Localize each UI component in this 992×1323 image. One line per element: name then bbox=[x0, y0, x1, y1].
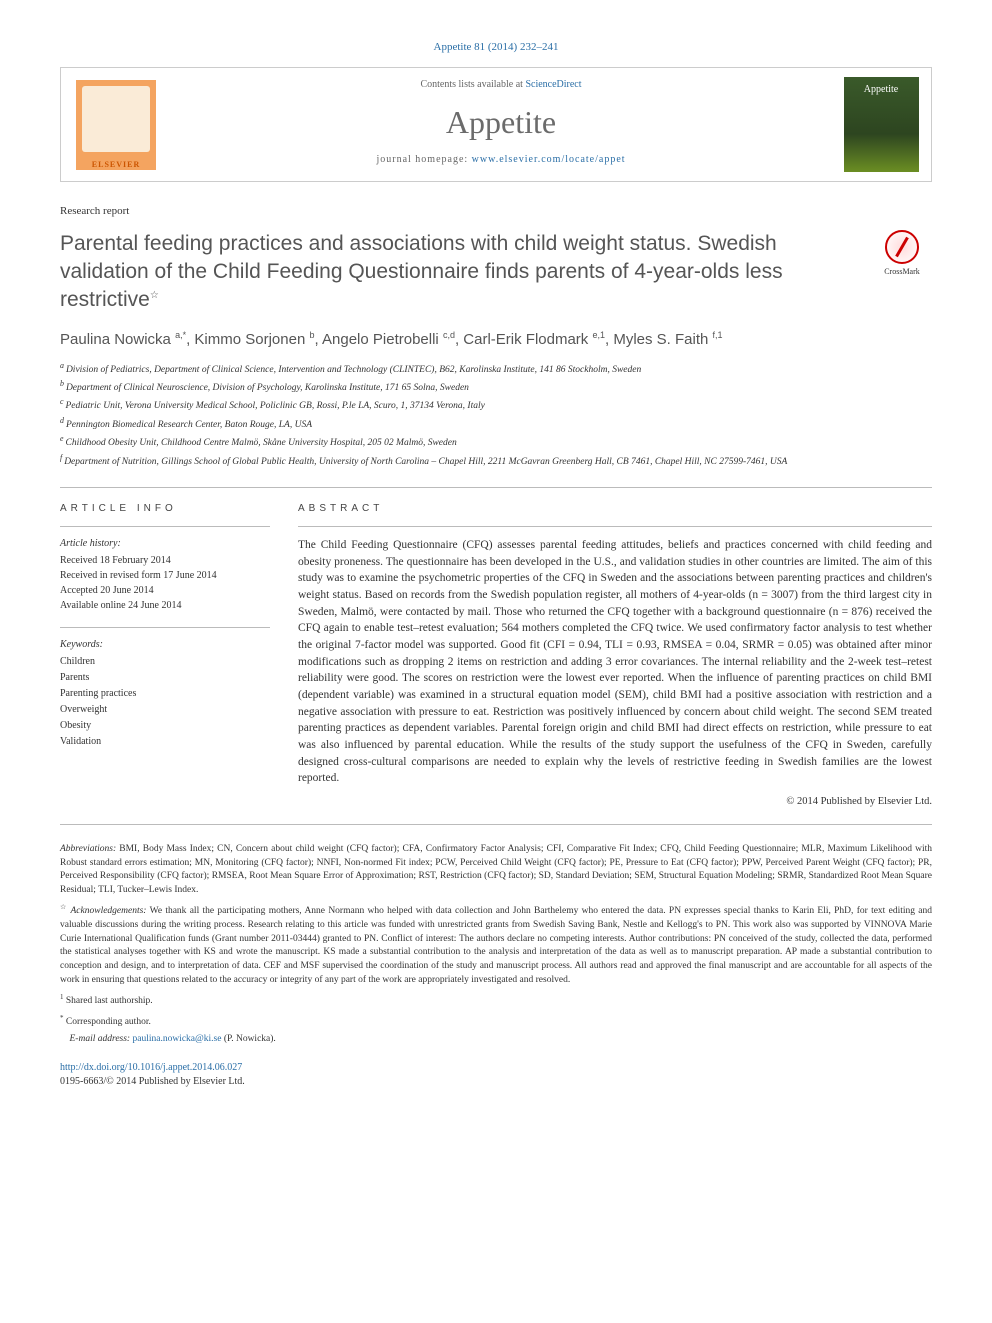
shared-authorship-footnote: 1 Shared last authorship. bbox=[60, 992, 932, 1009]
acknowledgements-footnote: ☆ Acknowledgements: We thank all the par… bbox=[60, 902, 932, 988]
affiliation-line: c Pediatric Unit, Verona University Medi… bbox=[60, 396, 932, 413]
author: Myles S. Faith f,1 bbox=[613, 331, 722, 348]
mini-rule bbox=[60, 627, 270, 628]
affiliation-key: d bbox=[60, 416, 66, 425]
email-person: (P. Nowicka). bbox=[224, 1034, 276, 1044]
contents-lists-line: Contents lists available at ScienceDirec… bbox=[171, 78, 831, 92]
ack-label: Acknowledgements: bbox=[71, 906, 147, 916]
keyword: Validation bbox=[60, 734, 270, 750]
abstract-text: The Child Feeding Questionnaire (CFQ) as… bbox=[298, 537, 932, 787]
header-center: Contents lists available at ScienceDirec… bbox=[171, 68, 831, 181]
elsevier-logo-text: ELSEVIER bbox=[92, 159, 140, 170]
contents-prefix: Contents lists available at bbox=[420, 79, 525, 90]
history-label: Article history: bbox=[60, 537, 270, 551]
abbreviations-label: Abbreviations: bbox=[60, 844, 116, 854]
affiliation-key: e bbox=[60, 434, 66, 443]
corresponding-email-link[interactable]: paulina.nowicka@ki.se bbox=[132, 1034, 221, 1044]
citation-link[interactable]: Appetite 81 (2014) 232–241 bbox=[434, 41, 559, 53]
affiliation-key: a bbox=[60, 361, 66, 370]
author: Angelo Pietrobelli c,d bbox=[322, 331, 455, 348]
article-info-column: ARTICLE INFO Article history: Received 1… bbox=[60, 502, 270, 810]
history-line: Received in revised form 17 June 2014 bbox=[60, 568, 270, 583]
corr-marker: * bbox=[60, 1014, 64, 1022]
affiliations-block: a Division of Pediatrics, Department of … bbox=[60, 360, 932, 469]
doi-link[interactable]: http://dx.doi.org/10.1016/j.appet.2014.0… bbox=[60, 1062, 242, 1073]
footnotes-block: Abbreviations: BMI, Body Mass Index; CN,… bbox=[60, 843, 932, 1047]
affiliation-key: b bbox=[60, 379, 66, 388]
crossmark-icon bbox=[885, 230, 919, 264]
journal-name: Appetite bbox=[171, 100, 831, 145]
article-type: Research report bbox=[60, 204, 932, 219]
history-line: Accepted 20 June 2014 bbox=[60, 583, 270, 598]
corresponding-author-footnote: * Corresponding author. bbox=[60, 1013, 932, 1030]
issn-line: 0195-6663/© 2014 Published by Elsevier L… bbox=[60, 1076, 245, 1087]
abbreviations-footnote: Abbreviations: BMI, Body Mass Index; CN,… bbox=[60, 843, 932, 898]
author: Paulina Nowicka a,* bbox=[60, 331, 186, 348]
author-affiliation-marker: c,d bbox=[443, 330, 455, 340]
author-affiliation-marker: f,1 bbox=[713, 330, 723, 340]
homepage-line: journal homepage: www.elsevier.com/locat… bbox=[171, 153, 831, 167]
affiliation-line: d Pennington Biomedical Research Center,… bbox=[60, 415, 932, 432]
ack-marker: ☆ bbox=[60, 903, 67, 911]
affiliation-line: a Division of Pediatrics, Department of … bbox=[60, 360, 932, 377]
author-affiliation-marker: a,* bbox=[175, 330, 186, 340]
email-footnote: E-mail address: paulina.nowicka@ki.se (P… bbox=[60, 1033, 932, 1047]
affiliation-line: e Childhood Obesity Unit, Childhood Cent… bbox=[60, 433, 932, 450]
affiliation-key: f bbox=[60, 453, 64, 462]
author: Kimmo Sorjonen b bbox=[194, 331, 314, 348]
abbreviations-text: BMI, Body Mass Index; CN, Concern about … bbox=[60, 844, 932, 895]
keyword: Parenting practices bbox=[60, 686, 270, 702]
journal-header: ELSEVIER Contents lists available at Sci… bbox=[60, 67, 932, 182]
affiliation-key: c bbox=[60, 397, 66, 406]
mini-rule bbox=[60, 526, 270, 527]
separator-rule bbox=[60, 824, 932, 825]
abstract-heading: ABSTRACT bbox=[298, 502, 932, 516]
corr-text: Corresponding author. bbox=[66, 1017, 151, 1027]
keyword: Children bbox=[60, 654, 270, 670]
journal-cover-cell: Appetite bbox=[831, 68, 931, 181]
homepage-prefix: journal homepage: bbox=[376, 154, 471, 165]
affiliation-line: f Department of Nutrition, Gillings Scho… bbox=[60, 452, 932, 469]
abstract-copyright: © 2014 Published by Elsevier Ltd. bbox=[298, 795, 932, 810]
keywords-label: Keywords: bbox=[60, 638, 270, 652]
history-line: Available online 24 June 2014 bbox=[60, 598, 270, 613]
history-line: Received 18 February 2014 bbox=[60, 553, 270, 568]
citation-line: Appetite 81 (2014) 232–241 bbox=[60, 40, 932, 55]
keywords-list: ChildrenParentsParenting practicesOverwe… bbox=[60, 654, 270, 750]
authors-line: Paulina Nowicka a,*, Kimmo Sorjonen b, A… bbox=[60, 329, 932, 350]
email-label: E-mail address: bbox=[70, 1034, 131, 1044]
publisher-logo-cell: ELSEVIER bbox=[61, 68, 171, 181]
article-title-text: Parental feeding practices and associati… bbox=[60, 232, 783, 312]
crossmark-widget[interactable]: CrossMark bbox=[872, 230, 932, 277]
affiliation-line: b Department of Clinical Neuroscience, D… bbox=[60, 378, 932, 395]
mini-rule bbox=[298, 526, 932, 527]
sciencedirect-link[interactable]: ScienceDirect bbox=[525, 79, 581, 90]
article-info-heading: ARTICLE INFO bbox=[60, 502, 270, 516]
elsevier-logo: ELSEVIER bbox=[76, 80, 156, 170]
author-affiliation-marker: e,1 bbox=[592, 330, 605, 340]
shared-text: Shared last authorship. bbox=[66, 996, 153, 1006]
journal-homepage-link[interactable]: www.elsevier.com/locate/appet bbox=[472, 154, 626, 165]
shared-marker: 1 bbox=[60, 993, 64, 1001]
article-title: Parental feeding practices and associati… bbox=[60, 230, 856, 315]
doi-block: http://dx.doi.org/10.1016/j.appet.2014.0… bbox=[60, 1061, 932, 1089]
keyword: Overweight bbox=[60, 702, 270, 718]
title-footnote-marker: ☆ bbox=[150, 290, 159, 301]
separator-rule bbox=[60, 487, 932, 488]
abstract-column: ABSTRACT The Child Feeding Questionnaire… bbox=[298, 502, 932, 810]
history-block: Received 18 February 2014Received in rev… bbox=[60, 553, 270, 613]
keyword: Parents bbox=[60, 670, 270, 686]
cover-title: Appetite bbox=[864, 83, 898, 97]
journal-cover-thumbnail: Appetite bbox=[844, 77, 919, 172]
crossmark-label: CrossMark bbox=[872, 266, 932, 277]
ack-text: We thank all the participating mothers, … bbox=[60, 906, 932, 985]
author: Carl-Erik Flodmark e,1 bbox=[463, 331, 605, 348]
author-affiliation-marker: b bbox=[309, 330, 314, 340]
keyword: Obesity bbox=[60, 718, 270, 734]
